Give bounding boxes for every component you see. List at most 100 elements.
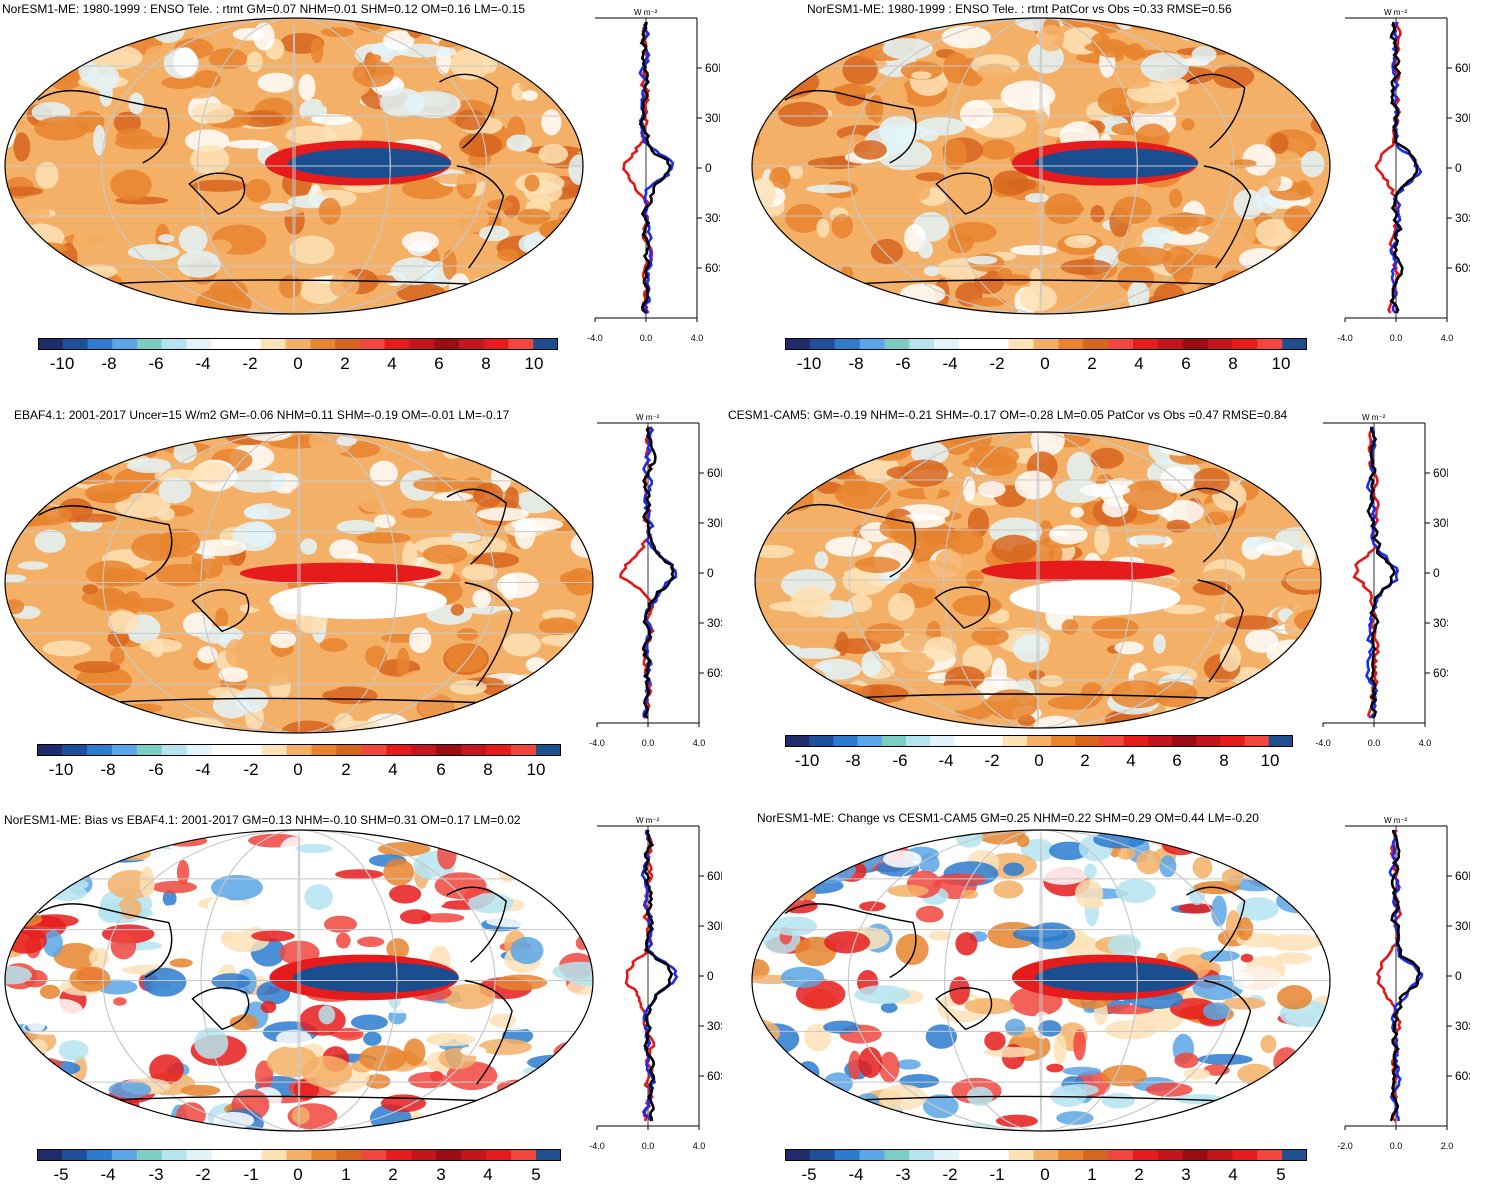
map-cell [380, 1094, 427, 1113]
colorbar-swatch [1157, 338, 1184, 350]
map-cell [866, 442, 911, 461]
map-cell [519, 259, 558, 276]
map-cell [181, 894, 197, 915]
map-cell [1274, 952, 1313, 965]
map-cell [25, 490, 50, 503]
map-cell [812, 658, 862, 680]
map-cell [130, 212, 151, 232]
colorbar-swatch [211, 1149, 238, 1161]
map-cell [780, 966, 825, 988]
panel-title: NorESM1-ME: Change vs CESM1-CAM5 GM=0.25… [757, 811, 1259, 825]
map-cell [915, 905, 944, 923]
map-cell [968, 432, 992, 452]
colorbar-swatch [1232, 338, 1258, 350]
map-cell [301, 1055, 353, 1088]
colorbar-label: -6 [892, 751, 908, 770]
map-cell [959, 99, 994, 129]
map-cell [473, 432, 488, 435]
map-cell [1303, 67, 1319, 82]
map-cell [5, 836, 30, 859]
map-cell [329, 539, 359, 561]
map-cell [759, 1104, 774, 1131]
map-cell [1256, 1113, 1278, 1131]
map-cell [139, 866, 155, 898]
map-cell [43, 930, 63, 957]
map-cell [1046, 1063, 1064, 1073]
colorbar-label: 0 [293, 354, 303, 373]
coastline [456, 165, 505, 269]
map-cell [30, 293, 56, 308]
map-cell [1202, 1002, 1231, 1020]
map-cell [512, 38, 538, 57]
colorbar-swatch [1075, 735, 1100, 747]
profile-x-label: -4.0 [1337, 333, 1353, 343]
map-cell [1053, 1033, 1067, 1065]
map-cell [1301, 594, 1318, 613]
map-cell [980, 139, 1015, 160]
colorbar-swatch [112, 338, 138, 350]
map-cell [197, 646, 218, 664]
coastline [38, 505, 173, 581]
map-cell [848, 1050, 862, 1080]
map-cell [755, 451, 800, 464]
map-cell [553, 1041, 590, 1065]
map-cell [1148, 830, 1200, 844]
map-cell [334, 1027, 364, 1041]
colorbar-swatch [1133, 338, 1159, 350]
colorbar-swatch [236, 1149, 263, 1161]
map-cell [858, 1047, 883, 1078]
coastline [1203, 979, 1252, 1085]
map-cell [26, 1058, 41, 1071]
map-cell [162, 889, 177, 907]
map-cell [541, 1059, 591, 1089]
colorbar-swatch [1008, 1149, 1035, 1161]
map-cell [965, 570, 984, 588]
map-cell [1260, 1035, 1277, 1054]
map-cell [445, 643, 487, 673]
coastline [821, 693, 1255, 701]
colorbar-label: -5 [53, 1165, 69, 1184]
map-cell [510, 936, 544, 965]
coastline [935, 987, 993, 1031]
coastline [191, 987, 250, 1031]
colorbar-swatch [533, 338, 558, 350]
map-cell [752, 256, 785, 273]
colorbar-label: 4 [388, 760, 398, 779]
map-cell [11, 535, 42, 552]
map-cell [962, 476, 976, 502]
map-cell [57, 587, 83, 603]
map-cell [298, 73, 316, 101]
map-cell [1237, 215, 1257, 246]
profile-x-label: 0.0 [1368, 738, 1381, 748]
profile-lat-label: 30S [705, 211, 720, 225]
map-cell [783, 486, 814, 511]
map-cell [941, 25, 991, 49]
colorbar-label: -2 [989, 354, 1005, 373]
map-cell [323, 915, 358, 933]
colorbar-label: 0 [1040, 354, 1050, 373]
colorbar-swatch [211, 338, 237, 350]
map-cell [1070, 506, 1084, 518]
colorbar-label: -8 [101, 354, 117, 373]
profile-line [1389, 829, 1421, 1122]
map-cell [432, 492, 474, 502]
map-cell [5, 830, 45, 839]
colorbar-label: 8 [1219, 751, 1229, 770]
map-cell [854, 830, 907, 843]
map-cell [424, 304, 470, 314]
map-cell [40, 450, 79, 464]
profile-lat-label: 0 [1433, 566, 1440, 580]
profile-lat-label: 30S [707, 616, 722, 630]
map-cell [356, 532, 411, 544]
map-cell [1250, 455, 1287, 484]
map-cell [383, 858, 415, 886]
map-cell [5, 700, 42, 723]
map-cell [422, 544, 468, 564]
map-cell [8, 676, 27, 696]
map-cell [1256, 541, 1294, 556]
map-cell [1271, 285, 1306, 305]
colorbar-swatch [335, 338, 361, 350]
map-cell [352, 60, 395, 88]
map-cell [113, 997, 127, 1006]
map-cell [276, 1029, 312, 1048]
